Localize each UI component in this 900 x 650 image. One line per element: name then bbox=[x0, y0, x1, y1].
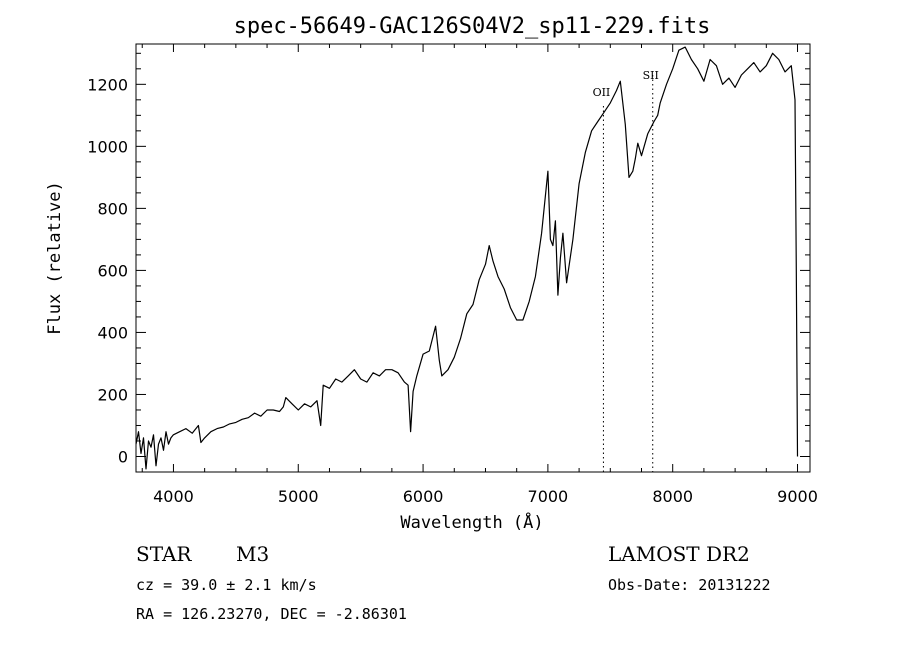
series-group bbox=[135, 46, 799, 470]
x-tick-label: 5000 bbox=[278, 487, 319, 506]
y-tick-label: 200 bbox=[97, 385, 128, 404]
y-tick-label: 800 bbox=[97, 199, 128, 218]
annotation-label: SII bbox=[643, 69, 659, 82]
plot-frame bbox=[135, 43, 811, 473]
x-axis-label: Wavelength (Å) bbox=[400, 511, 543, 533]
spectrum-line bbox=[135, 46, 799, 470]
y-tick-label: 400 bbox=[97, 323, 128, 342]
object-class: STAR bbox=[136, 542, 192, 566]
obs-date-text: Obs-Date: 20131222 bbox=[608, 576, 771, 594]
line-annotations: OII SII bbox=[593, 69, 659, 472]
y-tick-label: 0 bbox=[118, 447, 128, 466]
chart-title: spec-56649-GAC126S04V2_sp11-229.fits bbox=[234, 14, 711, 39]
y-tick-label: 600 bbox=[97, 261, 128, 280]
survey-label: LAMOST DR2 bbox=[608, 542, 750, 566]
redshift-text: cz = 39.0 ± 2.1 km/s bbox=[136, 576, 317, 594]
x-axis: 4000 5000 6000 7000 8000 9000 bbox=[141, 44, 818, 506]
x-tick-label: 9000 bbox=[777, 487, 818, 506]
x-tick-label: 4000 bbox=[153, 487, 194, 506]
y-axis-label: Flux (relative) bbox=[45, 181, 65, 335]
x-tick-label: 7000 bbox=[528, 487, 569, 506]
y-tick-label: 1000 bbox=[87, 137, 128, 156]
x-tick-label: 8000 bbox=[652, 487, 693, 506]
x-tick-label: 6000 bbox=[403, 487, 444, 506]
annotation-label: OII bbox=[593, 86, 611, 99]
y-tick-label: 1200 bbox=[87, 75, 128, 94]
coordinates-text: RA = 126.23270, DEC = -2.86301 bbox=[136, 605, 407, 623]
y-axis: 0 200 400 600 800 1000 1200 bbox=[87, 52, 810, 473]
object-subclass: M3 bbox=[236, 542, 269, 566]
